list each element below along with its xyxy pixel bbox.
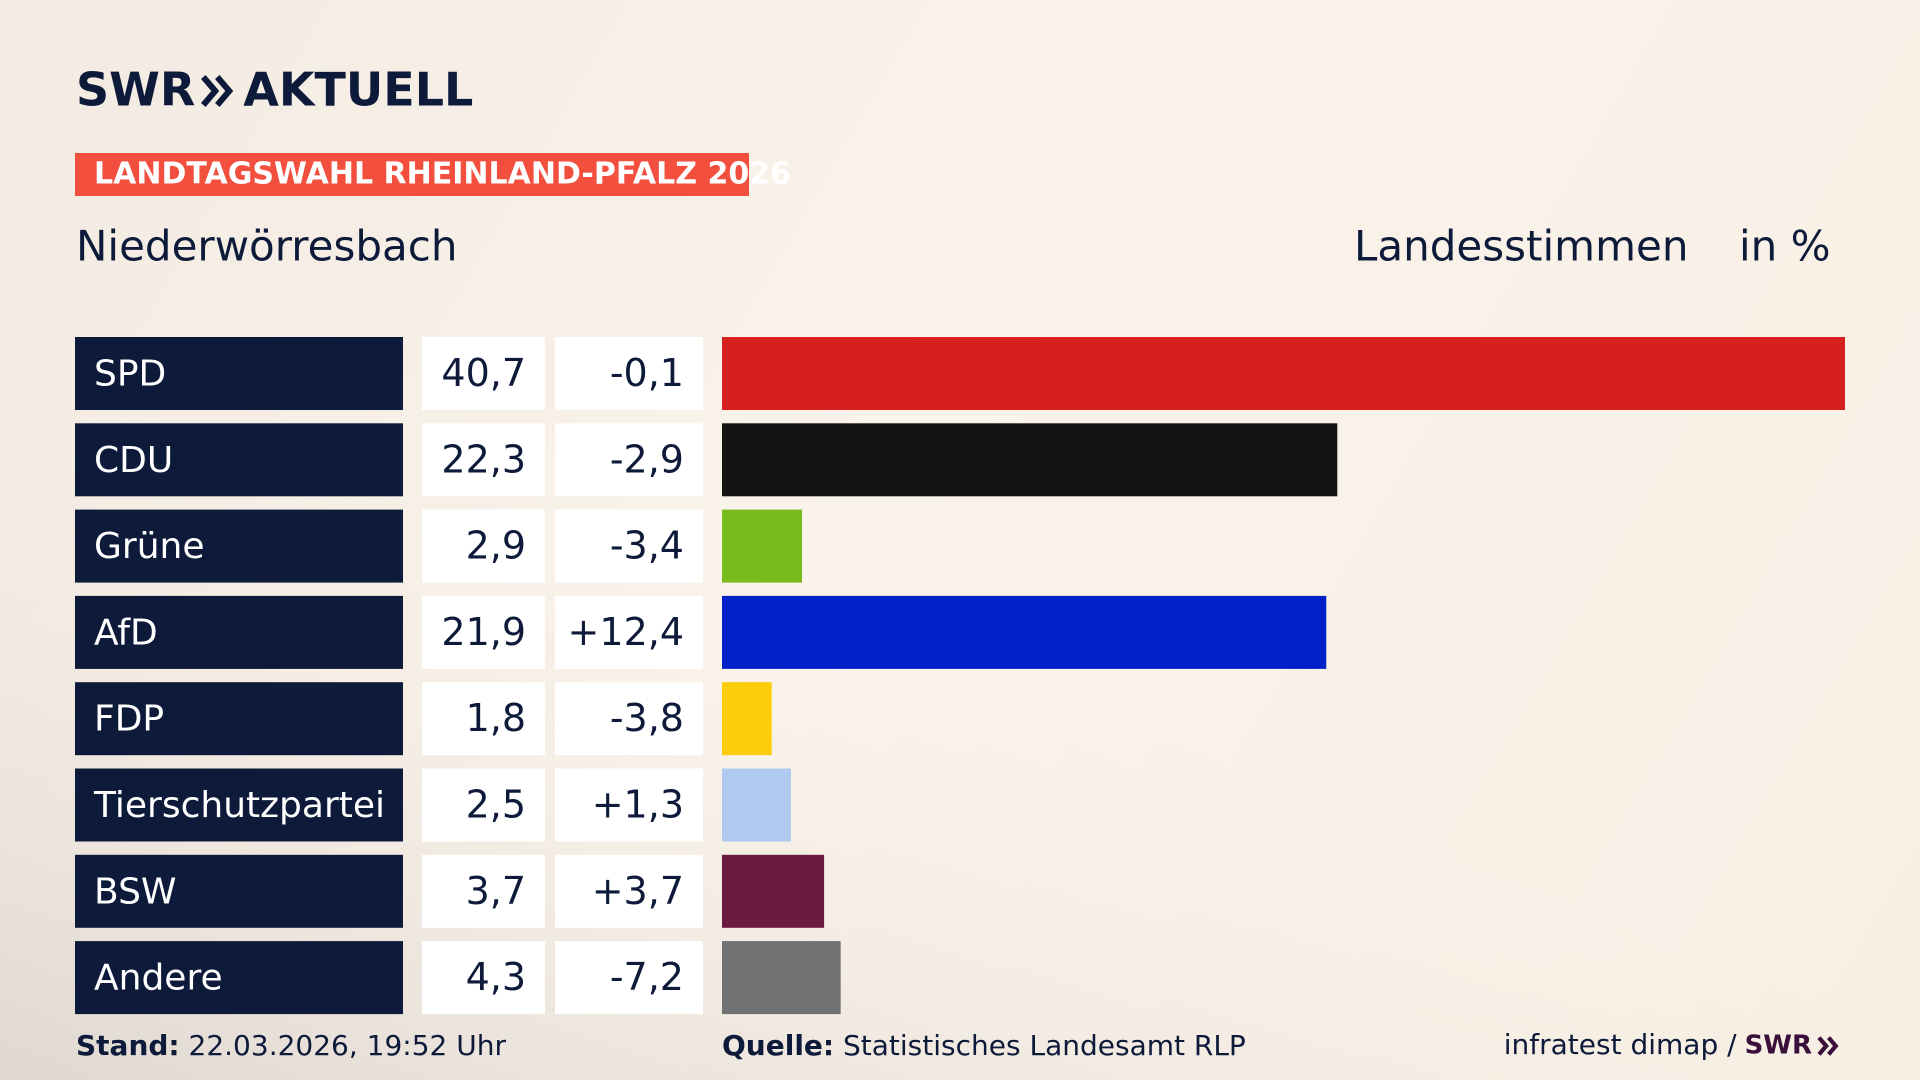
bar	[722, 423, 1338, 497]
change-cell	[555, 423, 703, 497]
value-label: 2,9	[466, 524, 526, 568]
credit-icon	[1817, 1036, 1839, 1056]
bar	[722, 682, 772, 756]
stand-label: Stand:	[76, 1029, 180, 1062]
value-cell	[422, 768, 545, 842]
stand-value: 22.03.2026, 19:52 Uhr	[189, 1029, 507, 1062]
party-name: BSW	[94, 871, 177, 912]
stand: Stand: 22.03.2026, 19:52 Uhr	[76, 1029, 506, 1062]
value-label: 4,3	[466, 955, 526, 999]
party-name: AfD	[94, 612, 158, 653]
party-name: FDP	[94, 699, 164, 740]
subtitle: Niederwörresbach	[76, 222, 457, 271]
change-label: +3,7	[592, 869, 684, 913]
source-label: Quelle:	[722, 1029, 834, 1062]
value-cell	[422, 423, 545, 497]
party-name: Grüne	[94, 526, 204, 567]
brand-suffix: AKTUELL	[243, 63, 473, 117]
bar	[722, 854, 825, 928]
change-label: -0,1	[610, 351, 684, 395]
value-label: 3,7	[466, 869, 526, 913]
change-label: -3,8	[610, 696, 684, 740]
party-box	[75, 941, 403, 1015]
value-label: 21,9	[441, 610, 526, 654]
bar	[722, 941, 841, 1015]
change-label: +12,4	[568, 610, 684, 654]
value-cell	[422, 595, 545, 669]
party-name: Andere	[94, 958, 223, 999]
party-box	[75, 595, 403, 669]
party-box	[75, 854, 403, 928]
change-cell	[555, 509, 703, 583]
change-cell	[555, 768, 703, 842]
credit-brand: SWR	[1745, 1031, 1812, 1061]
value-label: 40,7	[441, 351, 526, 395]
party-box	[75, 509, 403, 583]
value-label: Landesstimmen	[1354, 222, 1688, 271]
change-cell	[555, 682, 703, 756]
bar	[722, 509, 803, 583]
rows: SPD 40,7 -0,1 CDU 22,3 -2,9 Grüne 2,9 -3,4 AfD 21,…	[75, 337, 1845, 1015]
source: Quelle: Statistisches Landesamt RLP	[722, 1029, 1246, 1062]
brand-icon	[201, 75, 234, 107]
change-cell	[555, 595, 703, 669]
change-cell	[555, 854, 703, 928]
change-label: -3,4	[610, 524, 684, 568]
title-badge	[75, 153, 749, 196]
value-cell	[422, 509, 545, 583]
party-name: Tierschutzpartei	[93, 785, 385, 826]
value-label: 2,5	[466, 783, 526, 827]
party-name: SPD	[94, 354, 166, 395]
party-box	[75, 682, 403, 756]
change-cell	[555, 337, 703, 410]
change-cell	[555, 941, 703, 1015]
brand: SWR	[76, 63, 195, 117]
value-cell	[422, 337, 545, 410]
change-label: -7,2	[610, 955, 684, 999]
value-cell	[422, 941, 545, 1015]
bar	[722, 337, 1845, 410]
bar	[722, 595, 1327, 669]
change-label: -2,9	[610, 437, 684, 481]
credit: infratest dimap /	[1504, 1028, 1737, 1061]
bar	[722, 768, 791, 842]
chart-title: LANDTAGSWAHL RHEINLAND-PFALZ 2026	[94, 157, 791, 192]
unit-label: in %	[1739, 222, 1831, 271]
party-box	[75, 423, 403, 497]
source-value: Statistisches Landesamt RLP	[843, 1029, 1246, 1062]
value-label: 1,8	[466, 696, 526, 740]
change-label: +1,3	[592, 783, 684, 827]
party-box	[75, 768, 403, 842]
party-name: CDU	[94, 440, 173, 481]
value-label: 22,3	[441, 437, 526, 481]
value-cell	[422, 854, 545, 928]
party-box	[75, 337, 403, 410]
value-cell	[422, 682, 545, 756]
